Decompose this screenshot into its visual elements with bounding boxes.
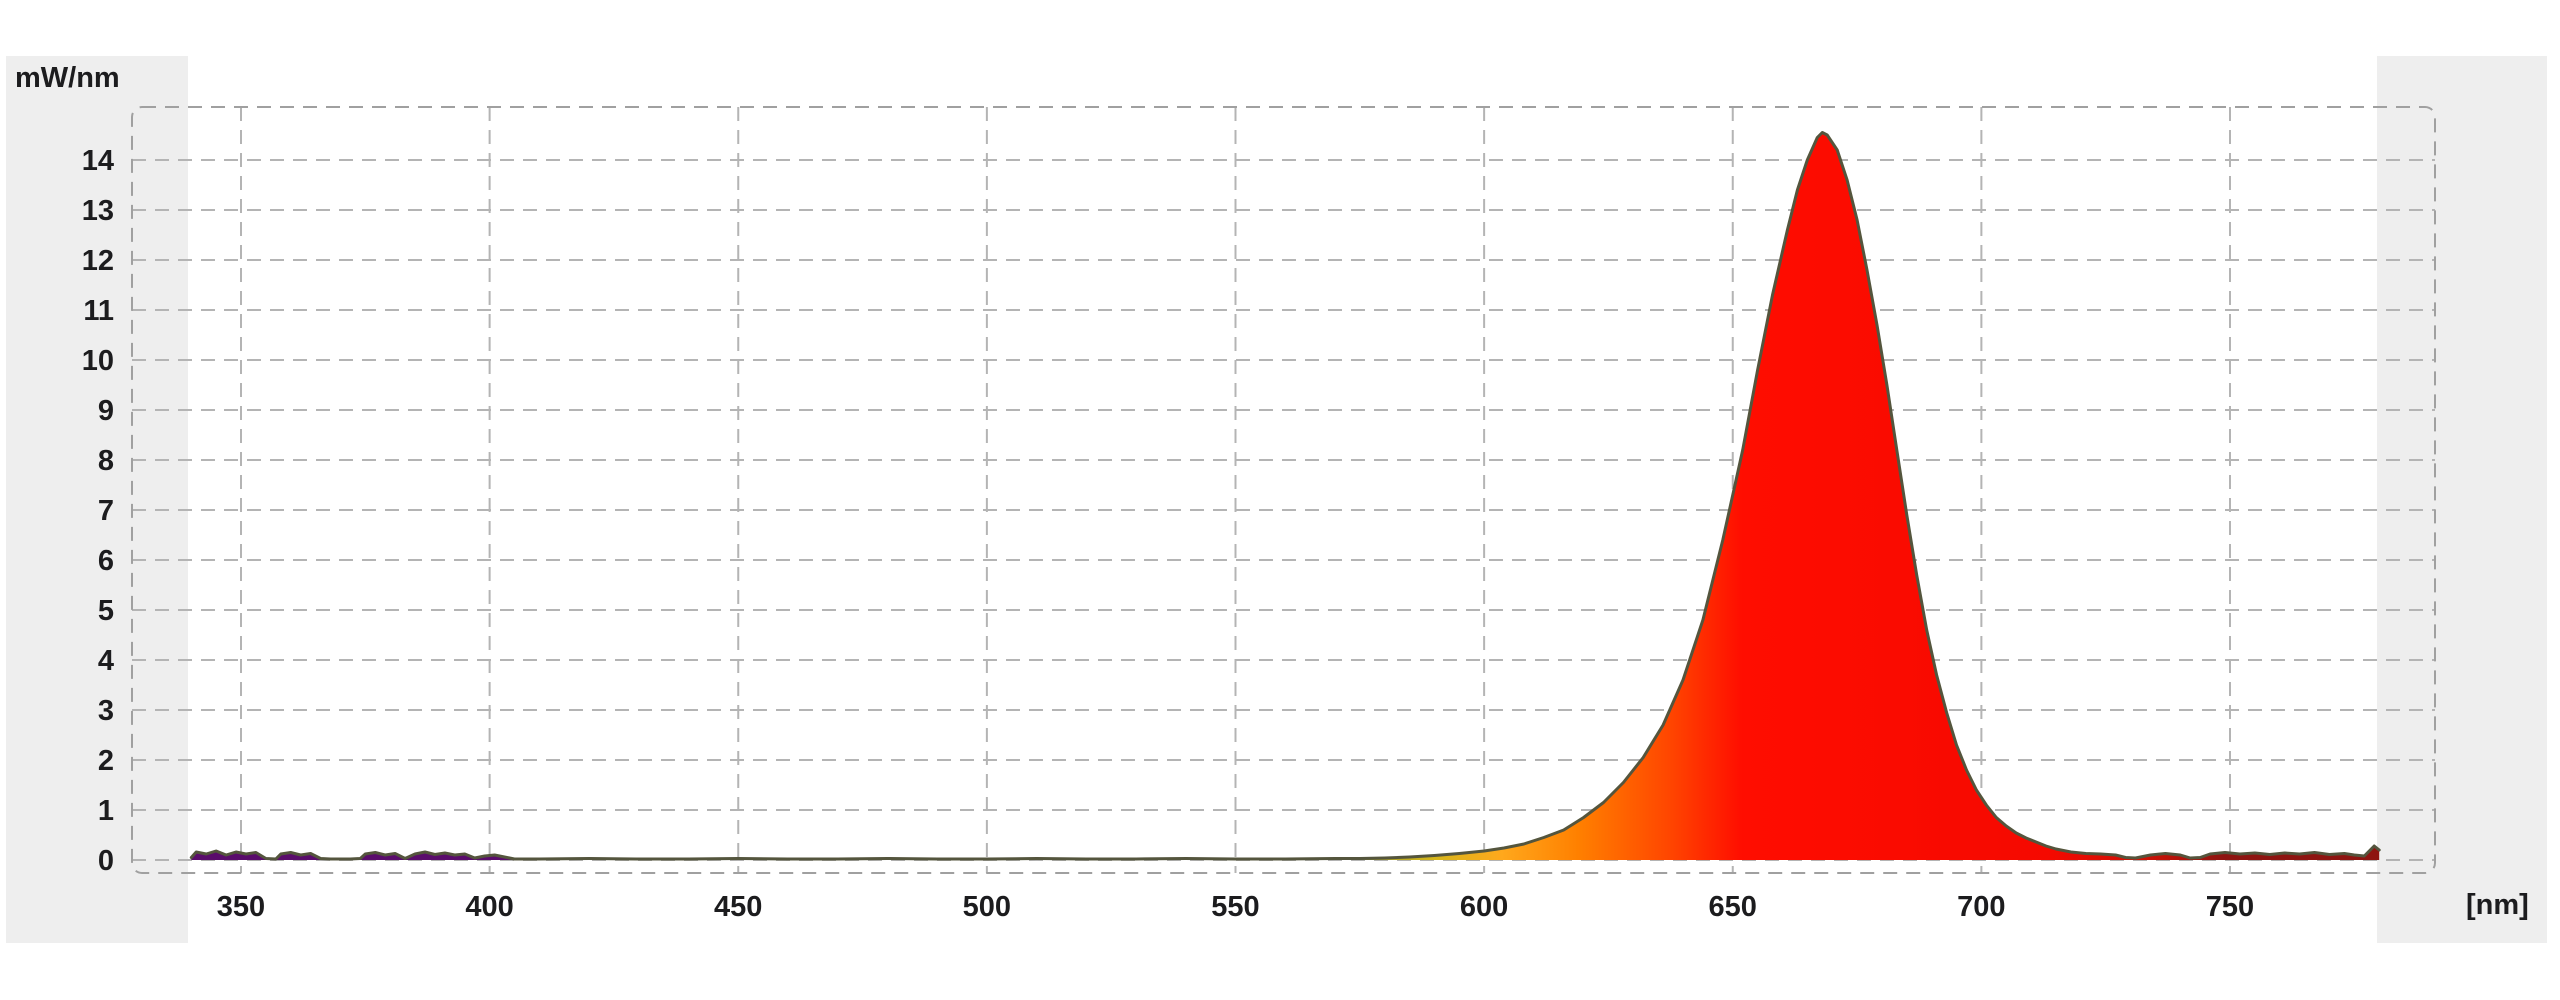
y-tick-label: 3 <box>98 695 114 727</box>
x-tick-label: 750 <box>2206 891 2254 923</box>
x-tick-label: 500 <box>963 891 1011 923</box>
y-tick-label: 8 <box>98 445 114 477</box>
plot-border <box>131 106 2436 874</box>
y-tick-label: 1 <box>98 795 114 827</box>
spectrum-line <box>189 131 2381 861</box>
y-tick-label: 7 <box>98 495 114 527</box>
y-tick-label: 2 <box>98 745 114 777</box>
y-tick-label: 13 <box>82 195 114 227</box>
x-tick-label: 650 <box>1709 891 1757 923</box>
y-tick-label: 5 <box>98 595 114 627</box>
x-tick-label: 350 <box>217 891 265 923</box>
y-tick-label: 11 <box>83 295 114 327</box>
y-tick-label: 0 <box>98 845 114 877</box>
y-axis-unit-label: mW/nm <box>15 62 120 94</box>
y-tick-label: 4 <box>98 645 114 677</box>
x-tick-label: 450 <box>714 891 762 923</box>
x-tick-label: 400 <box>465 891 513 923</box>
y-tick-label: 12 <box>82 245 114 277</box>
gridlines <box>132 107 2435 873</box>
x-tick-label: 700 <box>1957 891 2005 923</box>
plot-area <box>188 56 2377 943</box>
spectrum-fill <box>191 132 2380 860</box>
y-tick-label: 14 <box>82 145 114 177</box>
y-tick-label: 9 <box>98 395 114 427</box>
x-axis-unit-label: [nm] <box>2466 889 2529 921</box>
y-tick-label: 10 <box>82 345 114 377</box>
y-tick-label: 6 <box>98 545 114 577</box>
x-tick-label: 600 <box>1460 891 1508 923</box>
x-tick-label: 550 <box>1211 891 1259 923</box>
